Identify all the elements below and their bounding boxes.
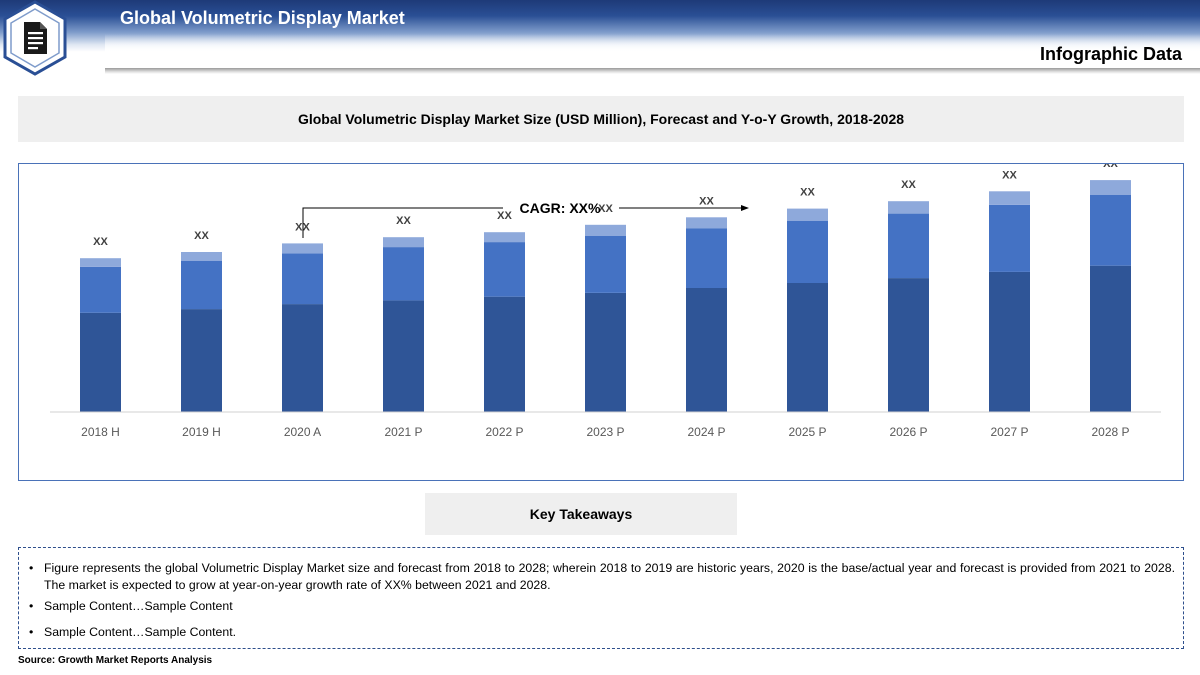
bar-segment-2-2020-a: [282, 253, 323, 305]
bar-segment-2-2018-h: [80, 266, 121, 313]
bar-segment-2-2027-p: [989, 204, 1030, 272]
takeaway-item: • Figure represents the global Volumetri…: [29, 561, 1175, 592]
x-tick-label: 2021 P: [384, 425, 422, 439]
bar-segment-2-2026-p: [888, 213, 929, 279]
x-tick-label: 2024 P: [687, 425, 725, 439]
x-tick-label: 2019 H: [182, 425, 221, 439]
bar-segment-3-2026-p: [888, 201, 929, 214]
x-tick-label: 2027 P: [990, 425, 1028, 439]
bar-segment-1-2021-p: [383, 300, 424, 412]
data-label: XX: [800, 187, 815, 199]
x-tick-label: 2023 P: [586, 425, 624, 439]
source-note: Source: Growth Market Reports Analysis: [18, 655, 213, 666]
chart-panel: 2018 H 2019 H 2020 A 2021 P 2022 P 2023 P 2024…: [18, 163, 1184, 481]
page-subtitle: Infographic Data: [1039, 44, 1182, 64]
bar-segment-2-2025-p: [787, 221, 828, 283]
x-tick-label: 2026 P: [889, 425, 927, 439]
data-label: XX: [497, 210, 512, 222]
bullet-icon: •: [29, 599, 34, 613]
bar-segment-1-2025-p: [787, 283, 828, 412]
data-label: XX: [93, 236, 108, 248]
bar-segment-3-2018-h: [80, 258, 121, 267]
bar-segment-1-2024-p: [686, 288, 727, 412]
bar-segment-1-2027-p: [989, 271, 1030, 412]
takeaway-item: • Sample Content…Sample Content: [29, 599, 233, 613]
x-tick-label: 2025 P: [788, 425, 826, 439]
x-tick-label: 2018 H: [81, 425, 120, 439]
bar-segment-1-2028-p: [1090, 265, 1131, 412]
data-label: XX: [699, 195, 714, 207]
bar-segment-3-2021-p: [383, 237, 424, 248]
page-title: Global Volumetric Display Market: [120, 8, 405, 28]
data-label: XX: [901, 179, 916, 191]
bullet-icon: •: [29, 561, 34, 575]
x-tick-label: 2022 P: [485, 425, 523, 439]
bullet-icon: •: [29, 625, 34, 639]
takeaway-item: • Sample Content…Sample Content.: [29, 625, 237, 639]
bar-segment-3-2025-p: [787, 208, 828, 221]
cagr-annotation: CAGR: XX%: [302, 200, 749, 238]
data-label: XX: [194, 230, 209, 242]
bar-segment-3-2020-a: [282, 243, 323, 254]
bar-segment-1-2022-p: [484, 296, 525, 412]
key-takeaways-title: Key Takeaways: [425, 493, 737, 535]
bar-segment-3-2028-p: [1090, 180, 1131, 195]
bar-segment-1-2023-p: [585, 293, 626, 412]
bar-segment-3-2019-h: [181, 252, 222, 261]
bar-segment-3-2022-p: [484, 232, 525, 243]
bar-segment-1-2020-a: [282, 304, 323, 412]
bar-segment-2-2022-p: [484, 242, 525, 297]
bar-segment-3-2023-p: [585, 224, 626, 236]
x-tick-label: 2028 P: [1091, 425, 1129, 439]
key-takeaways-box: • Figure represents the global Volumetri…: [18, 547, 1184, 649]
header-banner: Global Volumetric Display Market Infogra…: [0, 0, 1200, 78]
bar-segment-1-2019-h: [181, 309, 222, 412]
bar-segment-2-2019-h: [181, 260, 222, 310]
bar-segment-3-2027-p: [989, 191, 1030, 205]
x-tick-label: 2020 A: [284, 425, 321, 439]
bar-segment-2-2024-p: [686, 228, 727, 288]
bar-segment-2-2028-p: [1090, 195, 1131, 266]
bar-segment-2-2021-p: [383, 247, 424, 301]
data-label: XX: [396, 215, 411, 227]
chart-title: Global Volumetric Display Market Size (U…: [18, 96, 1184, 142]
data-label: XX: [1103, 164, 1118, 170]
bar-segment-1-2018-h: [80, 312, 121, 412]
document-icon: [3, 0, 67, 76]
bar-chart: 2018 H 2019 H 2020 A 2021 P 2022 P 2023 P 2024…: [50, 164, 1161, 439]
bar-segment-1-2026-p: [888, 278, 929, 412]
data-label: XX: [598, 203, 613, 215]
cagr-label: CAGR: XX%: [520, 200, 601, 216]
data-label: XX: [1002, 169, 1017, 181]
bar-segment-3-2024-p: [686, 217, 727, 229]
bar-segment-2-2023-p: [585, 235, 626, 293]
